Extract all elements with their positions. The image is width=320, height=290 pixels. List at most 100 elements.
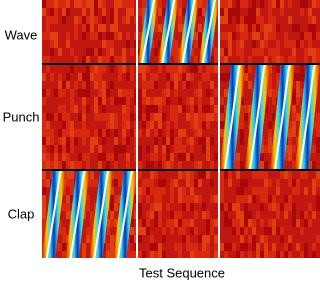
heatmap-cell — [272, 179, 276, 187]
heatmap-cell — [284, 145, 288, 153]
heatmap-cell — [186, 161, 190, 169]
heatmap-cell — [134, 145, 137, 153]
heatmap-cell — [288, 211, 292, 219]
heatmap-cell — [146, 187, 150, 195]
heatmap-cell — [304, 0, 308, 8]
heatmap-cell — [86, 153, 90, 161]
heatmap-cell — [118, 32, 122, 40]
match-path — [274, 64, 291, 170]
heatmap-cell — [224, 211, 228, 219]
heatmap-cell — [94, 179, 98, 187]
heatmap-cell — [78, 48, 82, 56]
heatmap-cell — [170, 243, 174, 251]
heatmap-cell — [304, 243, 308, 251]
heatmap-cell — [90, 40, 94, 48]
heatmap-cell — [220, 48, 224, 56]
heatmap-cell — [126, 161, 130, 169]
heatmap-cell — [304, 195, 308, 203]
heatmap-cell — [138, 145, 142, 153]
heatmap-cell — [170, 171, 174, 179]
heatmap-cell — [190, 113, 194, 121]
heatmap-cell — [182, 73, 186, 81]
heatmap-cell — [78, 73, 82, 81]
heatmap-cell — [268, 40, 272, 48]
heatmap-cell — [210, 171, 214, 179]
heatmap-cell — [244, 251, 248, 258]
heatmap-cell — [86, 211, 90, 219]
heatmap-cell — [42, 8, 46, 16]
heatmap-cell — [214, 81, 218, 89]
heatmap-cell — [292, 195, 296, 203]
heatmap-cell — [284, 153, 288, 161]
heatmap-cell — [236, 211, 240, 219]
heatmap-cell — [50, 65, 54, 73]
heatmap-cell — [94, 73, 98, 81]
heatmap-cell — [174, 16, 178, 24]
heatmap-cell — [90, 73, 94, 81]
heatmap-cell — [174, 65, 178, 73]
heatmap-cell — [66, 97, 70, 105]
heatmap-cell — [268, 8, 272, 16]
heatmap-cell — [224, 195, 228, 203]
heatmap-cell — [224, 16, 228, 24]
heatmap-cell — [198, 8, 202, 16]
heatmap-cell — [58, 113, 62, 121]
heatmap-cell — [232, 219, 236, 227]
separator — [218, 0, 220, 258]
heatmap-cell — [316, 235, 320, 243]
heatmap-cell — [102, 161, 106, 169]
heatmap-cell — [228, 32, 232, 40]
heatmap-cell — [106, 8, 110, 16]
heatmap-cell — [82, 153, 86, 161]
heatmap-cell — [214, 161, 218, 169]
heatmap-cell — [202, 251, 206, 258]
heatmap-cell — [70, 81, 74, 89]
heatmap-cell — [280, 32, 284, 40]
heatmap-cell — [284, 187, 288, 195]
heatmap-cell — [146, 235, 150, 243]
row-label: Wave — [5, 27, 38, 42]
heatmap-cell — [162, 105, 166, 113]
heatmap-cell — [138, 0, 142, 8]
heatmap-cell — [308, 235, 312, 243]
heatmap-cell — [94, 40, 98, 48]
heatmap-cell — [106, 219, 110, 227]
heatmap-cell — [106, 153, 110, 161]
heatmap-cell — [276, 227, 280, 235]
heatmap-cell — [244, 203, 248, 211]
heatmap-cell — [228, 0, 232, 8]
heatmap-cell — [280, 171, 284, 179]
heatmap-cell — [66, 16, 70, 24]
heatmap-cell — [174, 179, 178, 187]
heatmap-cell — [272, 211, 276, 219]
heatmap-cell — [54, 81, 58, 89]
heatmap-cell — [178, 81, 182, 89]
heatmap-cell — [138, 187, 142, 195]
heatmap-cell — [276, 48, 280, 56]
heatmap-cell — [280, 16, 284, 24]
heatmap-cell — [194, 153, 198, 161]
heatmap-cell — [42, 161, 46, 169]
heatmap-cell — [252, 179, 256, 187]
heatmap-cell — [106, 161, 110, 169]
heatmap-cell — [162, 145, 166, 153]
heatmap-cell — [194, 243, 198, 251]
heatmap-cell — [214, 48, 218, 56]
heatmap-cell — [182, 81, 186, 89]
heatmap-cell — [264, 153, 268, 161]
heatmap-cell — [78, 65, 82, 73]
heatmap-cell — [214, 97, 218, 105]
heatmap-cell — [280, 195, 284, 203]
heatmap-cell — [66, 24, 70, 32]
heatmap-grid — [42, 0, 320, 259]
heatmap-cell — [90, 16, 94, 24]
heatmap-cell — [58, 105, 62, 113]
heatmap-cell — [210, 145, 214, 153]
heatmap-cell — [272, 8, 276, 16]
heatmap-cell — [220, 56, 224, 63]
heatmap-cell — [110, 153, 114, 161]
heatmap-cell — [304, 56, 308, 63]
heatmap-cell — [260, 219, 264, 227]
heatmap-cell — [54, 105, 58, 113]
heatmap-cell — [62, 113, 66, 121]
